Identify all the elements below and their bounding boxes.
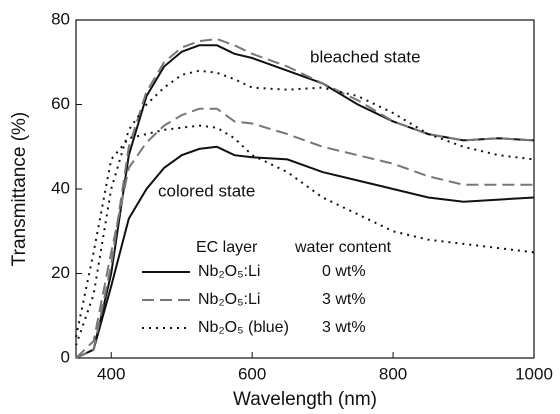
- legend-water: 3 wt%: [322, 319, 366, 336]
- y-tick-label: 20: [51, 263, 70, 282]
- legend-header: water content: [294, 239, 392, 256]
- y-tick-label: 80: [51, 9, 70, 28]
- y-tick-label: 0: [61, 347, 70, 366]
- legend-label: Nb₂O₅:Li: [198, 263, 260, 280]
- legend-water: 3 wt%: [322, 291, 366, 308]
- data-line: [75, 37, 535, 359]
- y-tick-label: 60: [51, 94, 70, 113]
- legend-water: 0 wt%: [322, 263, 366, 280]
- plot-frame: [75, 19, 535, 359]
- x-tick-label: 400: [97, 364, 125, 383]
- x-tick-label: 800: [379, 364, 407, 383]
- data-line: [75, 107, 534, 359]
- y-tick-label: 40: [51, 178, 70, 197]
- data-line: [75, 69, 535, 346]
- legend-header: EC layer: [196, 239, 258, 256]
- annotation: bleached state: [310, 47, 421, 66]
- annotation: colored state: [158, 181, 255, 200]
- x-axis-label: Wavelength (nm): [233, 389, 377, 410]
- y-axis-label: Transmittance (%): [9, 112, 30, 267]
- legend-label: Nb₂O₅:Li: [198, 291, 260, 308]
- x-tick-label: 600: [238, 364, 266, 383]
- x-tick-label: 1000: [515, 364, 553, 383]
- data-line: [75, 145, 535, 359]
- legend-label: Nb₂O₅ (blue): [198, 319, 289, 336]
- data-line: [75, 124, 535, 338]
